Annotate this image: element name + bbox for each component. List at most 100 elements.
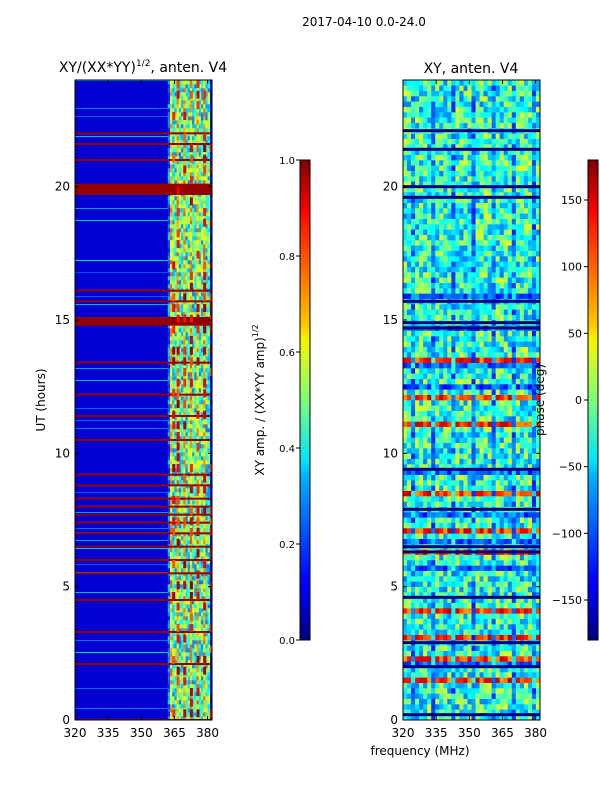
amplitude-cell	[199, 624, 202, 628]
amplitude-cell	[208, 528, 211, 532]
phase-cell	[512, 608, 516, 614]
amplitude-cell	[194, 708, 197, 712]
amplitude-hot-spot	[177, 347, 180, 355]
phase-cell	[496, 624, 500, 630]
phase-cell	[451, 453, 455, 459]
amplitude-cell	[199, 680, 202, 684]
amplitude-cell	[190, 208, 193, 212]
phase-cell	[492, 576, 496, 582]
amplitude-cell	[203, 680, 206, 684]
amplitude-cell	[183, 604, 186, 608]
phase-cell	[419, 523, 423, 529]
amplitude-cell	[192, 268, 195, 272]
phase-cell	[423, 624, 427, 630]
phase-cell	[512, 512, 516, 518]
amplitude-y-axis-label: UT (hours)	[34, 368, 48, 431]
amplitude-cell	[194, 364, 197, 368]
amplitude-cell	[194, 196, 197, 200]
amplitude-cell	[183, 408, 186, 412]
phase-cell	[443, 683, 447, 689]
phase-cell	[504, 613, 508, 619]
phase-cell	[492, 651, 496, 657]
amplitude-cell	[208, 216, 211, 220]
amplitude-cell	[170, 80, 173, 84]
phase-cell	[524, 475, 528, 481]
amplitude-cell	[208, 432, 211, 436]
amplitude-cell	[201, 280, 204, 284]
phase-cell	[431, 555, 435, 561]
amplitude-cell	[172, 240, 175, 244]
amplitude-cell	[190, 424, 193, 428]
phase-cell	[484, 581, 488, 587]
amplitude-cell	[192, 236, 195, 240]
amplitude-cell	[168, 168, 171, 172]
phase-cell	[407, 624, 411, 630]
amplitude-cell	[201, 616, 204, 620]
amplitude-cell	[181, 208, 184, 212]
phase-cell	[435, 581, 439, 587]
phase-cell	[431, 635, 435, 641]
phase-cell	[520, 619, 524, 625]
phase-cell	[463, 581, 467, 587]
phase-cell	[516, 533, 520, 539]
amplitude-cell	[168, 292, 171, 296]
amplitude-cell	[205, 548, 208, 552]
amplitude-cell	[190, 168, 193, 172]
amplitude-cell	[199, 232, 202, 236]
phase-cell	[435, 565, 439, 571]
amplitude-cell	[188, 424, 191, 428]
amplitude-hot-spot	[203, 389, 206, 397]
phase-cell	[427, 555, 431, 561]
amplitude-cell	[181, 424, 184, 428]
phase-cell	[435, 480, 439, 486]
phase-cell	[488, 677, 492, 683]
phase-cell	[524, 496, 528, 502]
phase-cell	[403, 608, 407, 614]
phase-cell	[500, 603, 504, 609]
amplitude-cell	[168, 252, 171, 256]
phase-cell	[476, 512, 480, 518]
amplitude-cell	[190, 420, 193, 424]
amplitude-cell	[185, 448, 188, 452]
amplitude-cell	[183, 96, 186, 100]
amplitude-cell	[170, 468, 173, 472]
amplitude-cell	[177, 620, 180, 624]
amplitude-cell	[168, 460, 171, 464]
phase-cell	[512, 496, 516, 502]
amplitude-cell	[170, 168, 173, 172]
amplitude-cell	[194, 700, 197, 704]
phase-cell	[443, 688, 447, 694]
amplitude-cell	[208, 116, 211, 120]
phase-cell	[423, 693, 427, 699]
amplitude-hot-spot	[197, 251, 200, 259]
amplitude-cell	[199, 648, 202, 652]
amplitude-cell	[203, 232, 206, 236]
amplitude-cell	[194, 168, 197, 172]
amplitude-cell	[199, 604, 202, 608]
amplitude-cell	[192, 456, 195, 460]
amplitude-cell	[170, 148, 173, 152]
amplitude-cell	[181, 580, 184, 584]
amplitude-cell	[181, 340, 184, 344]
amplitude-cell	[188, 196, 191, 200]
amplitude-cell	[174, 128, 177, 132]
amplitude-cell	[201, 684, 204, 688]
amplitude-cell	[208, 644, 211, 648]
amplitude-cell	[170, 296, 173, 300]
amplitude-saturated-row	[75, 415, 212, 417]
amplitude-cell	[188, 680, 191, 684]
amplitude-cell	[208, 488, 211, 492]
amplitude-cell	[203, 420, 206, 424]
phase-cell	[467, 560, 471, 566]
phase-cell	[467, 571, 471, 577]
phase-cell	[524, 555, 528, 561]
amplitude-cell	[201, 164, 204, 168]
amplitude-cell	[208, 588, 211, 592]
phase-cell	[455, 683, 459, 689]
phase-cell	[427, 565, 431, 571]
phase-cell	[443, 704, 447, 710]
phase-cell	[403, 651, 407, 657]
amplitude-cell	[168, 624, 171, 628]
amplitude-cell	[170, 248, 173, 252]
phase-cell	[411, 517, 415, 523]
